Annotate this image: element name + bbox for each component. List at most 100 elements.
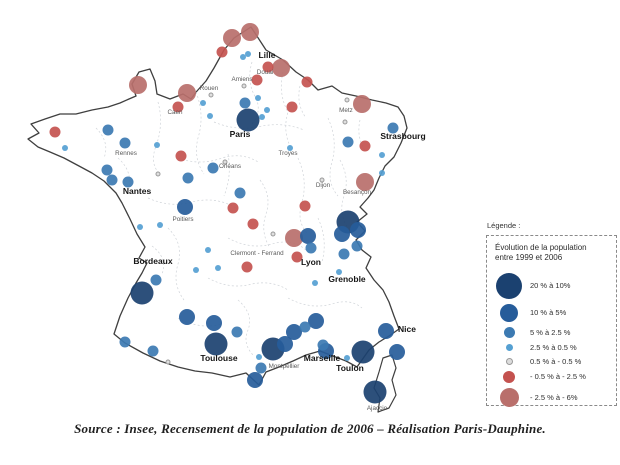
city-label: Nice xyxy=(398,324,416,334)
population-bubble xyxy=(247,218,259,230)
city-label: Montpellier xyxy=(269,363,300,370)
population-bubble xyxy=(287,145,293,151)
city-label: Poitiers xyxy=(173,216,194,223)
legend-item-label: 10 % à 5% xyxy=(530,308,567,318)
legend-bubble-icon xyxy=(499,387,519,407)
legend-item: 5 % à 2.5 % xyxy=(495,326,610,338)
legend-bubble-icon xyxy=(505,343,513,351)
population-bubble xyxy=(251,74,263,86)
legend-bubble-icon xyxy=(503,326,515,338)
population-bubble xyxy=(299,200,311,212)
legend-bubble-icon xyxy=(503,370,515,383)
population-bubble xyxy=(285,229,303,247)
population-bubble xyxy=(178,84,196,102)
population-bubble xyxy=(286,324,302,340)
legend-item: 0.5 % à - 0.5 % xyxy=(495,357,610,366)
population-bubble xyxy=(119,336,131,348)
population-bubble xyxy=(277,336,293,352)
city-label: Marseille xyxy=(304,353,341,363)
population-bubble xyxy=(207,113,213,119)
population-bubble xyxy=(350,222,366,238)
population-bubble xyxy=(234,187,246,199)
population-bubble xyxy=(351,240,363,252)
population-bubble xyxy=(286,101,298,113)
legend-heading: Légende : xyxy=(487,221,521,230)
population-bubble xyxy=(182,172,194,184)
city-label: Toulon xyxy=(336,363,364,373)
population-bubble xyxy=(215,265,221,271)
population-bubble xyxy=(351,340,375,364)
legend-item: 20 % à 10% xyxy=(495,272,610,299)
population-bubble xyxy=(379,170,385,176)
population-bubble xyxy=(179,309,195,325)
city-label: Bordeaux xyxy=(133,256,172,266)
population-bubble xyxy=(177,199,193,215)
population-bubble xyxy=(255,362,267,374)
population-bubble xyxy=(334,226,350,242)
population-bubble xyxy=(353,95,371,113)
population-bubble xyxy=(356,173,374,191)
population-bubble xyxy=(222,159,228,165)
population-bubble xyxy=(172,101,184,113)
population-bubble xyxy=(200,100,206,106)
population-bubble xyxy=(154,142,160,148)
city-label: Grenoble xyxy=(328,274,366,284)
population-bubble xyxy=(207,162,219,174)
population-bubble xyxy=(122,176,134,188)
population-bubble xyxy=(236,108,260,132)
population-bubble xyxy=(205,247,211,253)
population-bubbles xyxy=(49,23,405,404)
legend-item-label: 0.5 % à - 0.5 % xyxy=(530,356,582,366)
population-bubble xyxy=(378,323,394,339)
city-label: Besançon xyxy=(343,189,372,196)
population-bubble xyxy=(206,315,222,331)
population-bubble xyxy=(155,171,161,177)
population-bubble xyxy=(338,248,350,260)
population-bubble xyxy=(264,107,270,113)
population-bubble xyxy=(130,281,154,305)
population-bubble xyxy=(336,269,342,275)
population-bubble xyxy=(157,222,163,228)
population-bubble xyxy=(119,137,131,149)
population-bubble xyxy=(389,344,405,360)
population-bubble xyxy=(216,46,228,58)
population-bubble xyxy=(319,177,325,183)
legend: Légende : Évolution de la population ent… xyxy=(486,221,617,407)
population-bubble xyxy=(223,29,241,47)
population-bubble xyxy=(241,83,247,89)
population-bubble xyxy=(208,92,214,98)
population-bubble xyxy=(137,224,143,230)
city-label: Amiens xyxy=(232,76,253,83)
population-bubble xyxy=(342,136,354,148)
city-label: Nantes xyxy=(123,186,152,196)
population-bubble xyxy=(342,119,348,125)
legend-item: 10 % à 5% xyxy=(495,303,610,322)
legend-title-line1: Évolution de la population xyxy=(495,243,587,252)
population-bubble xyxy=(255,95,261,101)
legend-title-line2: entre 1999 et 2006 xyxy=(495,253,563,263)
population-bubble xyxy=(106,174,118,186)
population-bubble xyxy=(270,231,276,237)
population-bubble xyxy=(344,355,350,361)
city-label: Caen xyxy=(167,109,183,116)
population-bubble xyxy=(231,326,243,338)
population-bubble xyxy=(291,251,303,263)
legend-item-label: - 2.5 % à - 6% xyxy=(530,392,578,402)
population-bubble xyxy=(175,150,187,162)
city-label: Douai xyxy=(257,69,273,76)
population-bubble xyxy=(247,372,263,388)
legend-items: 20 % à 10% 10 % à 5% 5 % à 2.5 % 2.5 % à 0.… xyxy=(495,272,610,407)
population-bubble xyxy=(300,228,316,244)
city-label: Troyes xyxy=(278,150,297,157)
legend-bubble-icon xyxy=(496,272,522,299)
city-label: Paris xyxy=(230,129,251,139)
population-bubble xyxy=(62,145,68,151)
population-bubble xyxy=(363,380,387,404)
city-label: Strasbourg xyxy=(380,131,425,141)
city-label: Lille xyxy=(258,50,275,60)
population-bubble xyxy=(150,274,162,286)
legend-item: - 0.5 % à - 2.5 % xyxy=(495,370,610,383)
legend-box: Évolution de la population entre 1999 et… xyxy=(486,235,617,407)
legend-item: 2.5 % à 0.5 % xyxy=(495,343,610,352)
